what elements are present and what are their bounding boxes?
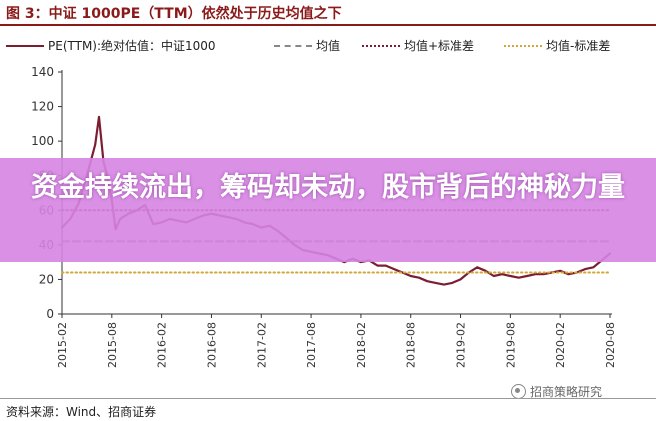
banner-headline: 资金持续流出，筹码却未动，股市背后的神秘力量 xyxy=(31,172,625,203)
legend-swatch-mean xyxy=(274,44,312,47)
x-tick-label: 2019-02 xyxy=(455,322,468,368)
legend-item-minus-std: 均值-标准差 xyxy=(504,37,610,54)
x-tick-label: 2020-08 xyxy=(604,322,617,368)
legend-label-pe: PE(TTM):绝对估值：中证1000 xyxy=(48,39,216,53)
x-tick-label: 2015-08 xyxy=(106,322,119,368)
x-tick-label: 2016-02 xyxy=(156,322,169,368)
legend-item-mean: 均值 xyxy=(274,37,340,54)
watermark: 招商策略研究 xyxy=(511,383,602,400)
x-tick-label: 2018-02 xyxy=(355,322,368,368)
x-tick-label: 2017-02 xyxy=(255,322,268,368)
legend-label-minus-std: 均值-标准差 xyxy=(546,39,611,53)
title-divider xyxy=(0,24,656,26)
figure-title: 图 3：中证 1000PE（TTM）依然处于历史均值之下 xyxy=(6,6,342,22)
wechat-icon xyxy=(511,384,526,399)
x-tick-label: 2019-08 xyxy=(504,322,517,368)
y-tick-label: 20 xyxy=(39,272,54,286)
x-tick-label: 2015-02 xyxy=(56,322,69,368)
legend-item-plus-std: 均值+标准差 xyxy=(362,37,474,54)
legend-swatch-minus-std xyxy=(504,44,542,47)
x-tick-label: 2016-08 xyxy=(205,322,218,368)
x-tick-labels: 2015-02 2015-08 2016-02 2016-08 2017-02 2017-… xyxy=(56,322,617,368)
y-tick-label: 140 xyxy=(31,65,54,79)
legend-swatch-plus-std xyxy=(362,44,400,47)
legend-item-pe: PE(TTM):绝对估值：中证1000 xyxy=(6,37,216,54)
overlay-banner xyxy=(0,158,656,262)
footer-divider xyxy=(0,398,656,399)
y-tick-label: 100 xyxy=(31,134,54,148)
x-tick-label: 2020-02 xyxy=(554,322,567,368)
y-tick-label: 120 xyxy=(31,100,54,114)
legend-label-plus-std: 均值+标准差 xyxy=(404,39,475,53)
y-tick-label: 0 xyxy=(46,307,54,321)
source-note: 资料来源：Wind、招商证券 xyxy=(6,405,157,419)
x-tick-label: 2017-08 xyxy=(305,322,318,368)
legend-label-mean: 均值 xyxy=(316,39,341,53)
legend-swatch-pe xyxy=(6,44,44,47)
watermark-label: 招商策略研究 xyxy=(530,385,603,399)
x-tick-label: 2018-08 xyxy=(405,322,418,368)
